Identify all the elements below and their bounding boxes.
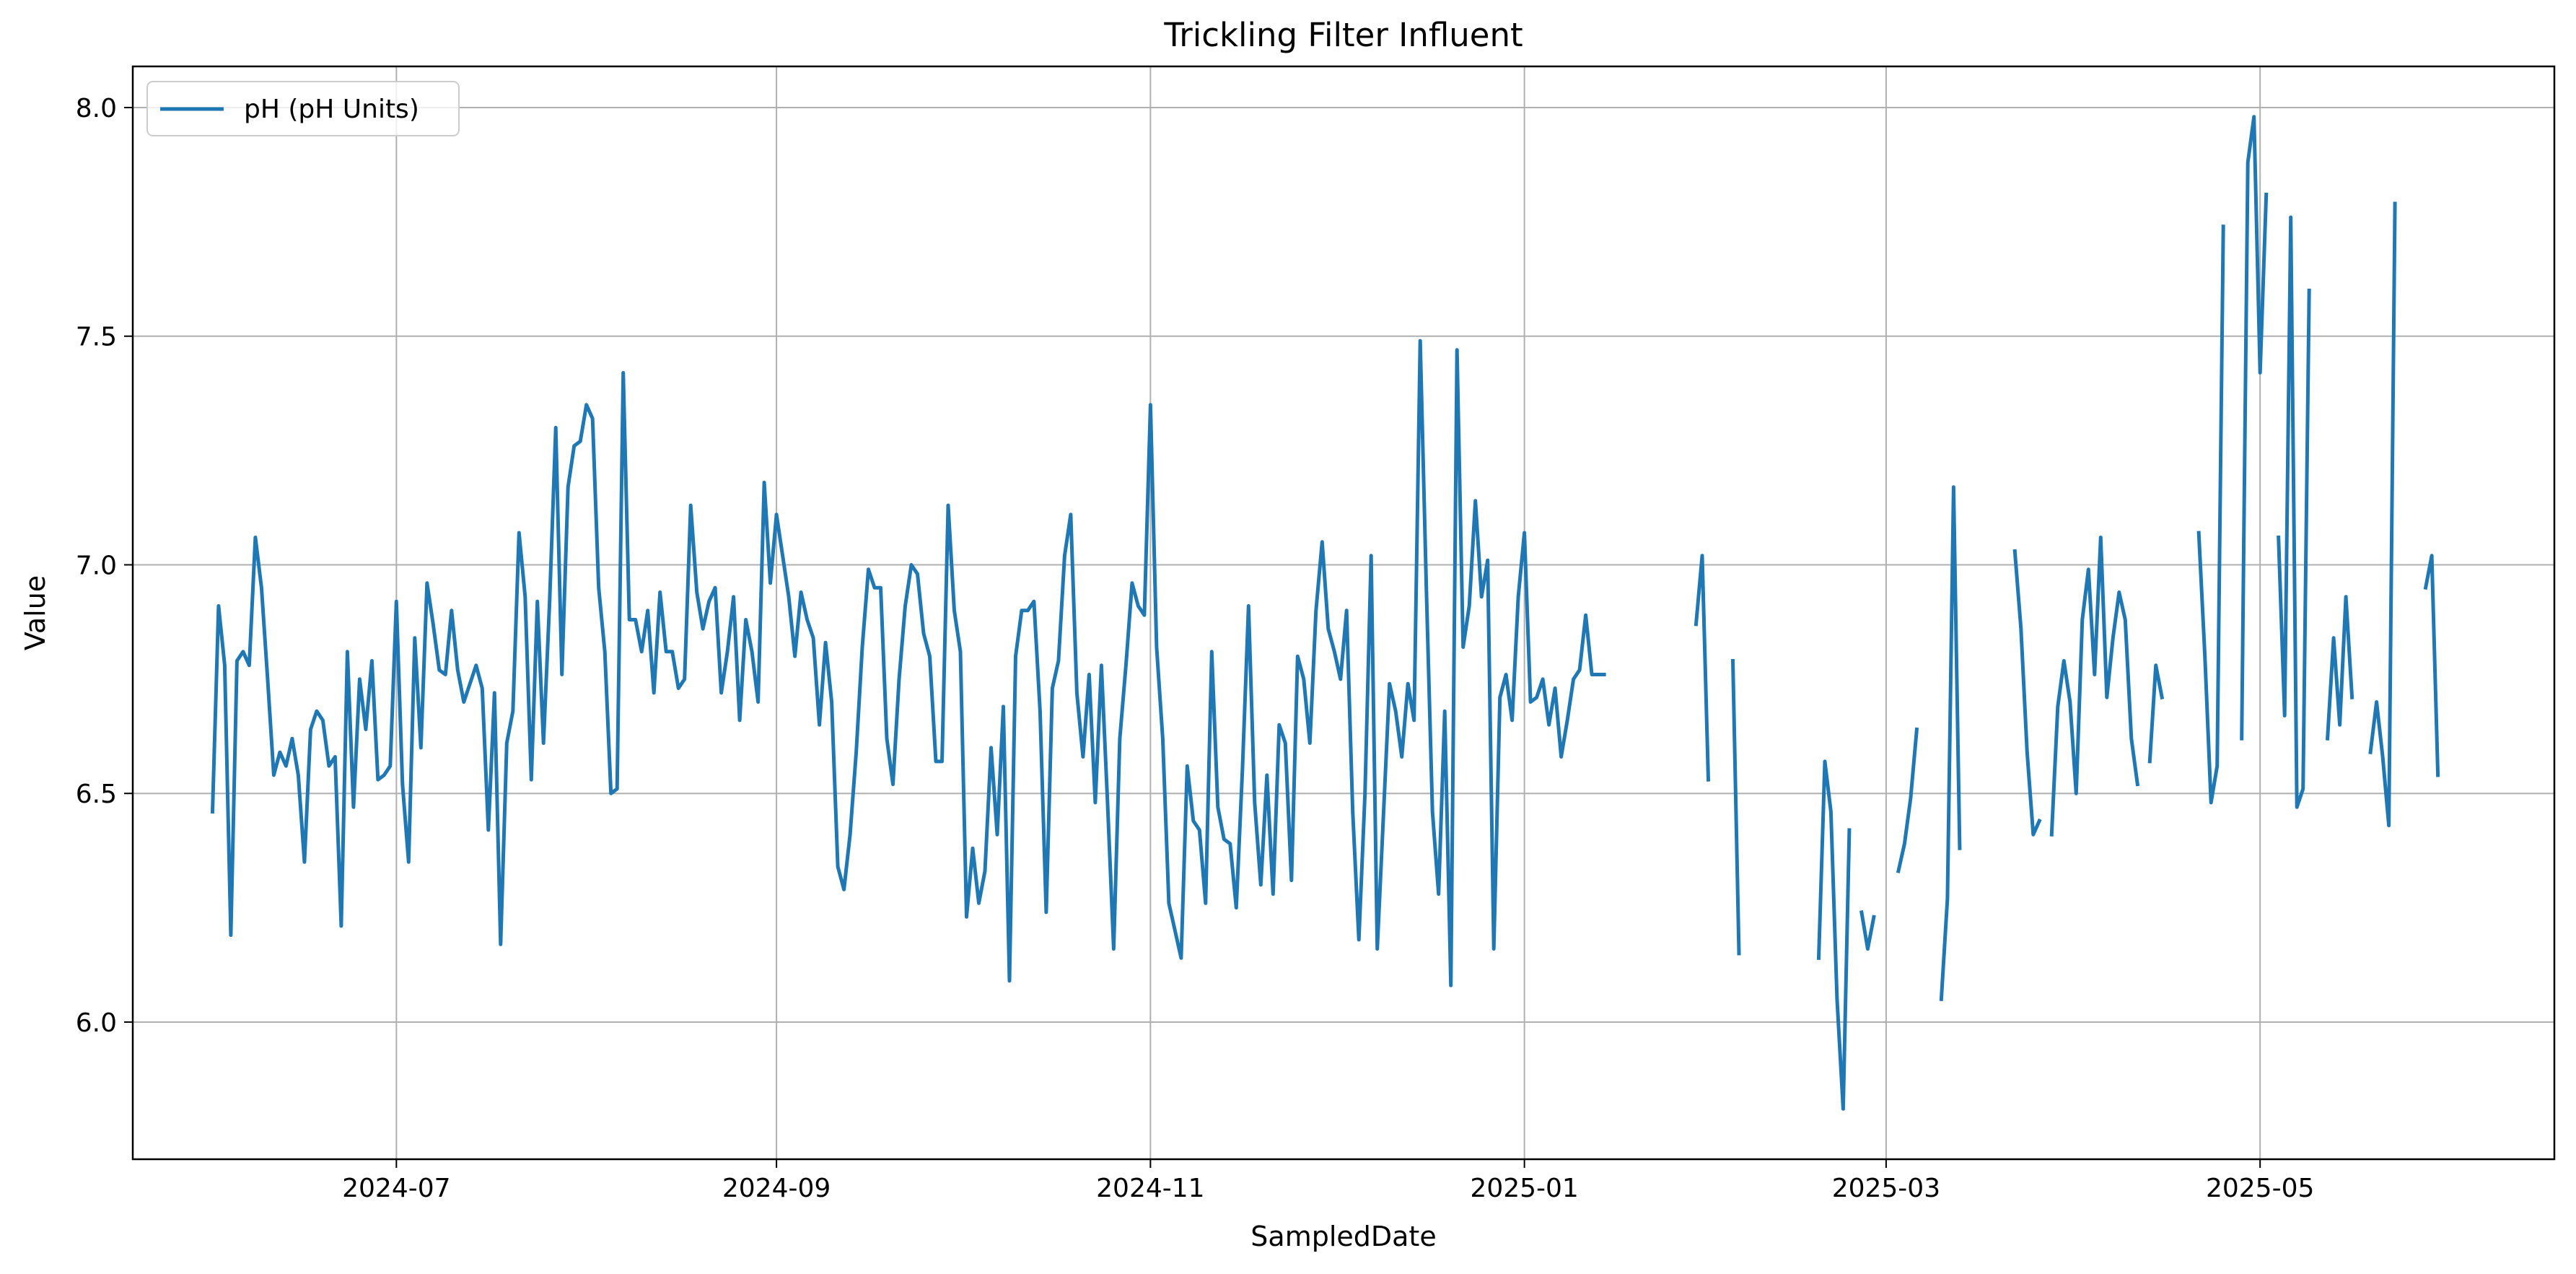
- y-tick-label: 7.5: [76, 323, 117, 352]
- series-line-segment: [1939, 485, 1962, 1001]
- series-line-segment: [2368, 201, 2397, 828]
- x-gridlines: [395, 66, 2261, 1159]
- x-tick-label: 2025-01: [1470, 1174, 1578, 1203]
- x-axis-label: SampledDate: [1250, 1221, 1436, 1252]
- y-axis-label: Value: [19, 575, 51, 650]
- legend-frame: [146, 81, 460, 136]
- series-line-segment: [2049, 536, 2140, 837]
- series-line-segment: [1896, 727, 1919, 873]
- y-tick-label: 6.5: [76, 780, 117, 809]
- legend-label: pH (pH Units): [244, 95, 419, 124]
- y-axis-ticks: 6.0 6.5 7.0 7.5 8.0: [76, 94, 133, 1038]
- series-line-segment: [210, 339, 1606, 987]
- series-line-segment: [1859, 910, 1876, 951]
- plot-area: [133, 66, 2554, 1159]
- series-line-segment: [2196, 224, 2225, 805]
- series-line-segment: [2240, 115, 2269, 741]
- legend: pH (pH Units): [146, 81, 460, 136]
- x-tick-label: 2024-11: [1096, 1174, 1204, 1203]
- series-line-segment: [1816, 759, 1852, 1111]
- series-line-segment: [1694, 554, 1711, 782]
- series-line-segment: [2277, 215, 2311, 809]
- y-tick-label: 7.0: [76, 551, 117, 580]
- x-tick-label: 2024-09: [722, 1174, 831, 1203]
- y-gridlines: [133, 107, 2554, 1023]
- series-line-segment: [2325, 595, 2354, 741]
- x-tick-label: 2025-05: [2206, 1174, 2314, 1203]
- series-line-segment: [1730, 658, 1741, 956]
- x-axis-ticks: 2024-07 2024-09 2024-11 2025-01 2025-03 2025-…: [342, 1159, 2314, 1203]
- x-tick-label: 2025-03: [1832, 1174, 1940, 1203]
- series-line-segment: [2423, 554, 2440, 777]
- x-tick-label: 2024-07: [342, 1174, 450, 1203]
- plot-frame: [131, 65, 2556, 1161]
- chart-title: Trickling Filter Influent: [1163, 16, 1523, 54]
- series-line-segment: [2012, 549, 2042, 837]
- series-line-segment: [2147, 663, 2165, 764]
- series-layer: [210, 115, 2440, 1111]
- y-tick-label: 6.0: [76, 1008, 117, 1038]
- y-tick-label: 8.0: [76, 94, 117, 123]
